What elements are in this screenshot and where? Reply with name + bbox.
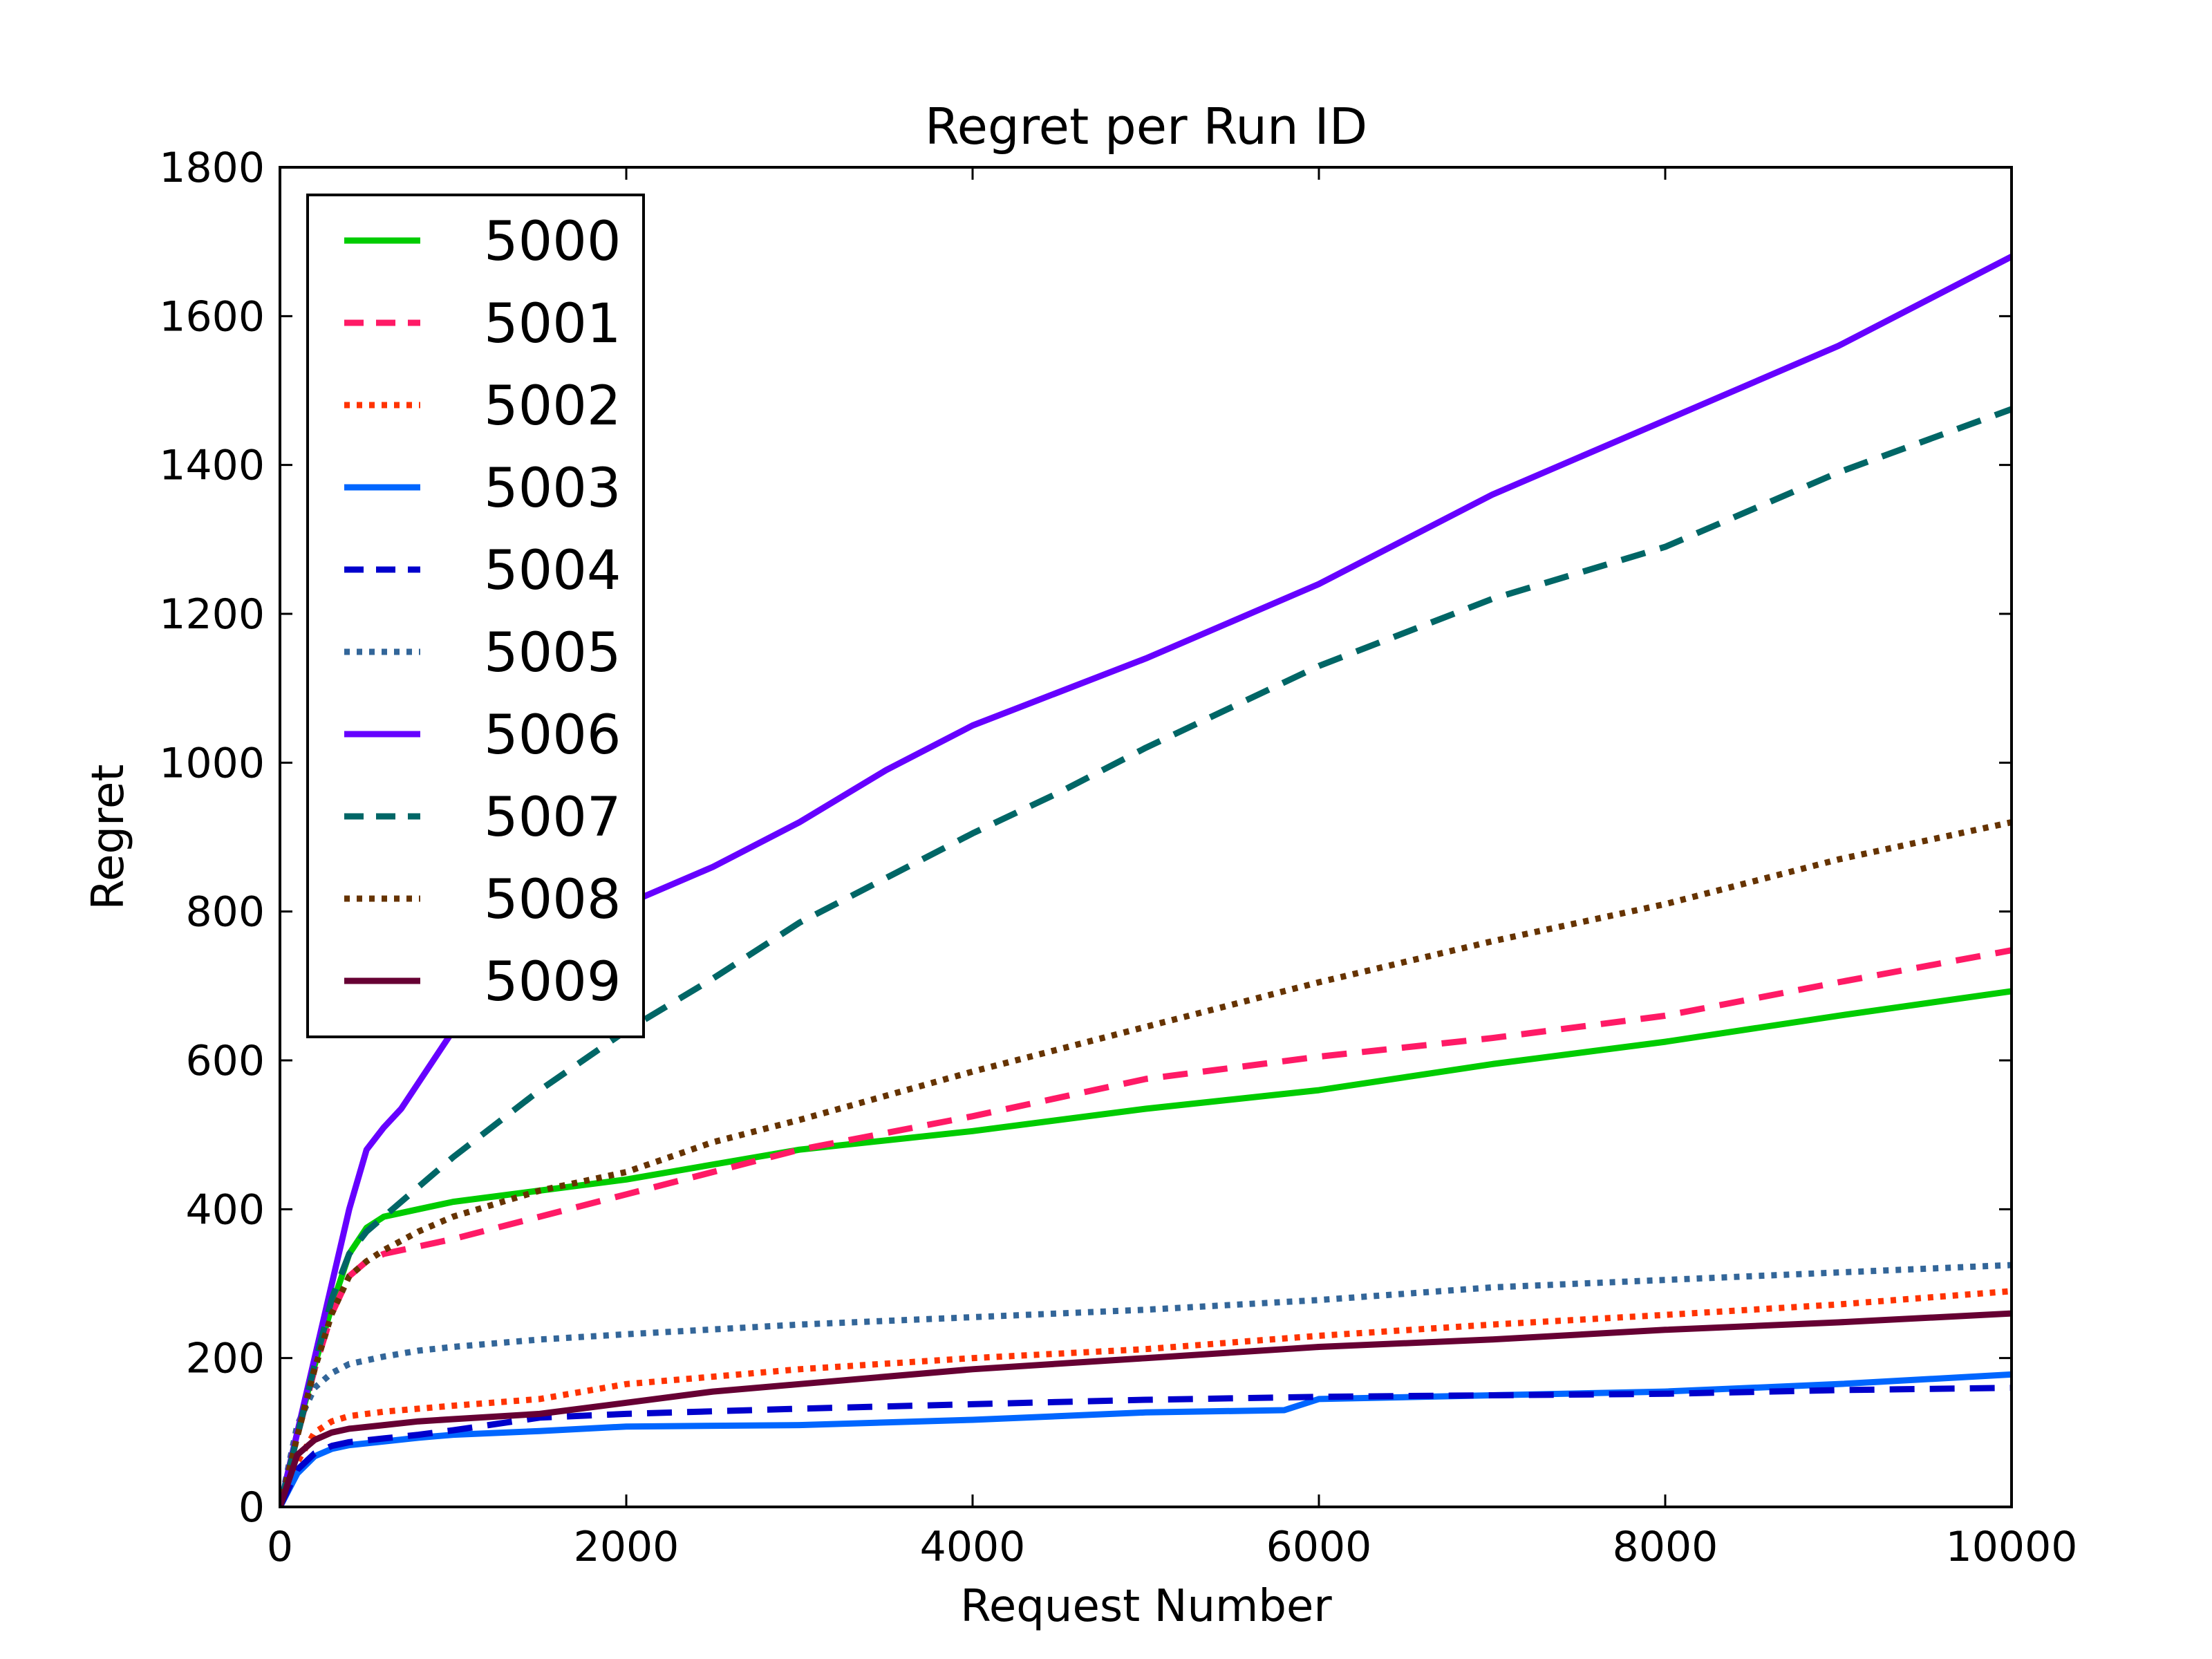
legend: 5000 5001 5002 5003 5004 5005 5006 5007 5008 5009 [306, 194, 645, 1038]
legend-box [306, 194, 645, 1038]
y-axis-ticks: 0 200 400 600 800 1000 1200 1400 1600 1800 [159, 144, 2012, 1532]
y-tick-label: 800 [185, 888, 265, 937]
legend-label-5000: 5000 [484, 211, 621, 273]
legend-label-5008: 5008 [484, 869, 621, 931]
legend-label-5003: 5003 [484, 458, 621, 520]
x-tick-label: 4000 [920, 1523, 1026, 1571]
y-tick-label: 1000 [159, 739, 265, 787]
legend-label-5001: 5001 [484, 293, 621, 355]
legend-label-5007: 5007 [484, 787, 621, 849]
series-line-5001 [280, 947, 2012, 1507]
chart-title: Regret per Run ID [925, 97, 1367, 156]
legend-label-5002: 5002 [484, 375, 621, 438]
y-tick-label: 1800 [159, 144, 265, 192]
series-line-5004 [280, 1385, 2012, 1507]
x-tick-label: 2000 [574, 1523, 679, 1571]
series-line-5008 [280, 819, 2012, 1507]
y-tick-label: 400 [185, 1185, 265, 1234]
x-axis-label: Request Number [960, 1581, 1332, 1632]
x-tick-label: 0 [267, 1523, 293, 1571]
y-tick-label: 600 [185, 1037, 265, 1085]
y-tick-label: 1200 [159, 590, 265, 639]
legend-label-5006: 5006 [484, 704, 621, 767]
y-axis-label: Regret [83, 765, 134, 910]
y-tick-label: 0 [238, 1483, 265, 1532]
series-line-5005 [280, 1262, 2012, 1507]
x-tick-label: 6000 [1266, 1523, 1372, 1571]
plot-frame [279, 166, 2013, 1508]
series-line-5007 [280, 406, 2012, 1507]
x-axis-ticks: 0 2000 4000 6000 8000 10000 [267, 167, 2078, 1571]
x-tick-label: 8000 [1613, 1523, 1718, 1571]
y-tick-label: 200 [185, 1335, 265, 1383]
legend-label-5005: 5005 [484, 622, 621, 684]
legend-label-5009: 5009 [484, 951, 621, 1013]
legend-label-5004: 5004 [484, 540, 621, 602]
y-tick-label: 1400 [159, 442, 265, 490]
y-tick-label: 1600 [159, 292, 265, 341]
series-line-5009 [280, 1310, 2012, 1507]
x-tick-label: 10000 [1946, 1523, 2078, 1571]
series-line-5002 [280, 1288, 2012, 1507]
